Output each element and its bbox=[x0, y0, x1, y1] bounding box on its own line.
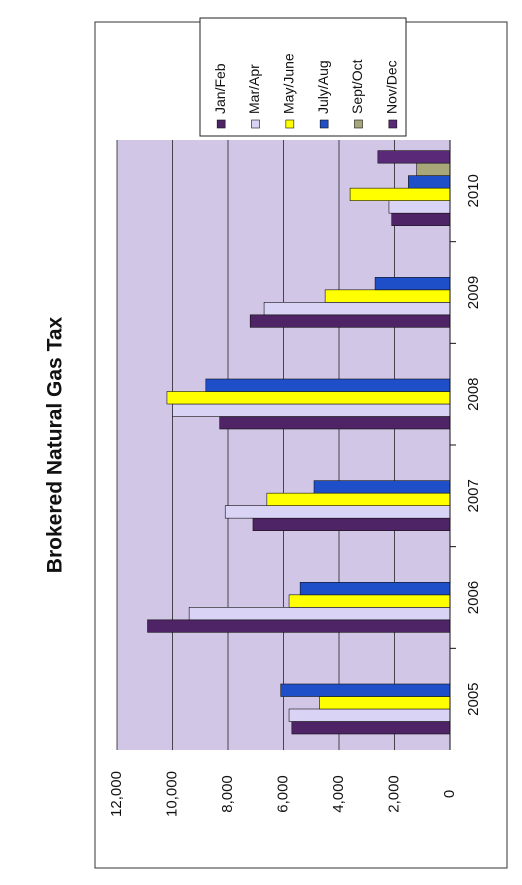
bar-2008-may-june bbox=[166, 391, 451, 405]
bar-2010-nov-dec bbox=[377, 150, 451, 164]
legend-swatch bbox=[388, 119, 398, 129]
legend: Jan/Feb Mar/Apr May/June July/Aug Sept/Oct No… bbox=[199, 17, 407, 137]
bar-2007-jan-feb bbox=[252, 517, 451, 531]
bar-2006-jan-feb bbox=[147, 619, 451, 633]
bar-2005-july-aug bbox=[280, 683, 451, 697]
category-tick-label: 2009 bbox=[465, 276, 482, 309]
category-axis-ticks: 2005 2006 2007 2008 2009 2010 bbox=[450, 174, 482, 716]
legend-label: May/June bbox=[281, 53, 297, 114]
value-tick-label: 4,000 bbox=[330, 775, 347, 813]
plot-area bbox=[116, 140, 451, 750]
bar-2010-mar-apr bbox=[388, 200, 451, 214]
value-tick-label: 0 bbox=[441, 790, 458, 798]
bar-2006-may-june bbox=[288, 594, 451, 608]
bar-2006-july-aug bbox=[299, 582, 451, 596]
bar-2008-jan-feb bbox=[219, 416, 451, 430]
category-tick-label: 2007 bbox=[465, 479, 482, 512]
bar-2009-july-aug bbox=[374, 277, 451, 291]
bars bbox=[147, 150, 451, 735]
category-tick-label: 2006 bbox=[465, 581, 482, 614]
legend-swatch bbox=[354, 119, 363, 129]
legend-swatch bbox=[285, 119, 295, 129]
bar-2007-july-aug bbox=[313, 480, 451, 494]
bar-2009-jan-feb bbox=[249, 314, 451, 328]
legend-swatch bbox=[251, 119, 260, 129]
bar-2005-may-june bbox=[319, 696, 451, 710]
bar-2008-mar-apr bbox=[172, 403, 451, 417]
bar-2010-jan-feb bbox=[391, 212, 451, 226]
legend-label: Sept/Oct bbox=[349, 59, 365, 114]
value-tick-label: 12,000 bbox=[108, 771, 125, 817]
category-tick-label: 2010 bbox=[465, 174, 482, 207]
chart-title: Brokered Natural Gas Tax bbox=[44, 316, 67, 573]
value-axis-ticks: 0 2,000 4,000 6,000 8,000 10,000 12,000 bbox=[108, 771, 458, 817]
bar-2007-may-june bbox=[266, 492, 451, 506]
legend-label: Jan/Feb bbox=[212, 63, 228, 114]
value-tick-label: 2,000 bbox=[385, 775, 402, 813]
bar-2005-mar-apr bbox=[288, 708, 451, 722]
legend-label: Nov/Dec bbox=[384, 60, 400, 114]
legend-label: Mar/Apr bbox=[246, 64, 262, 114]
bar-2005-jan-feb bbox=[291, 721, 451, 735]
bar-2010-sept-oct bbox=[416, 162, 451, 176]
value-tick-label: 8,000 bbox=[219, 775, 236, 813]
value-tick-label: 10,000 bbox=[163, 771, 180, 817]
bar-2006-mar-apr bbox=[188, 607, 451, 621]
category-tick-label: 2008 bbox=[465, 377, 482, 410]
bar-2009-mar-apr bbox=[263, 302, 451, 316]
legend-box bbox=[199, 17, 407, 137]
bar-2007-mar-apr bbox=[224, 505, 451, 519]
bar-2010-may-june bbox=[349, 187, 451, 201]
value-tick-label: 6,000 bbox=[274, 775, 291, 813]
category-tick-label: 2005 bbox=[465, 682, 482, 715]
bar-2009-may-june bbox=[324, 289, 451, 303]
legend-swatch bbox=[319, 119, 329, 129]
legend-swatch bbox=[216, 119, 226, 129]
bar-2008-july-aug bbox=[205, 378, 451, 392]
legend-label: July/Aug bbox=[315, 60, 331, 114]
bar-2010-july-aug bbox=[408, 175, 451, 189]
gridlines bbox=[116, 140, 395, 750]
